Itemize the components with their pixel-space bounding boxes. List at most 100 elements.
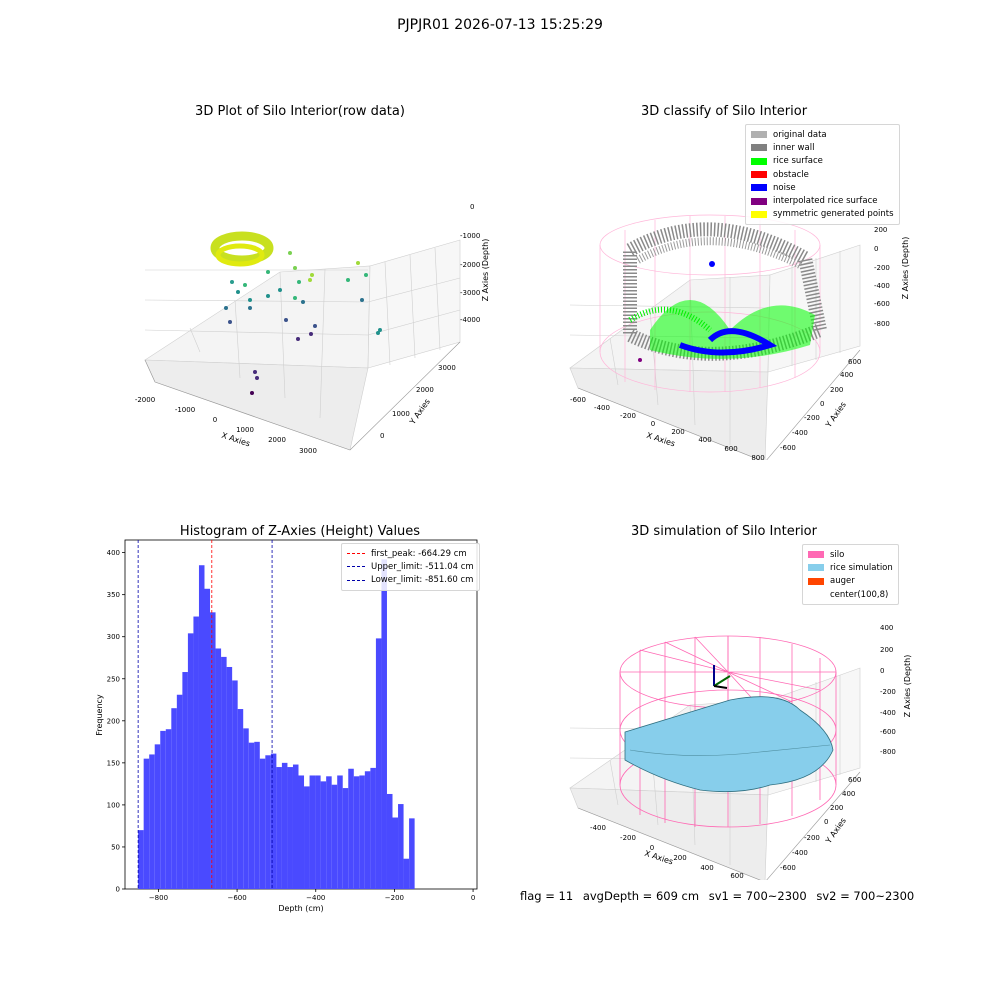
raw-point [224,306,228,310]
histogram-bar [276,767,282,889]
raw-point [278,288,282,292]
histogram-bar [370,767,376,889]
simulation-legend: silo rice simulation auger center(100,8) [802,544,899,606]
raw-3d-box [144,239,461,451]
flag-value: flag = 11 [520,889,574,903]
histogram-bar [221,656,227,889]
raw-point [243,283,247,287]
simulation-ytick: -600 [780,864,796,872]
simulation-ytick: -400 [792,849,808,857]
classify-ytick: -200 [804,414,820,422]
histogram-bar [326,776,332,889]
classify-interp-point [638,358,642,362]
raw-point [301,300,305,304]
histogram-bar [392,817,399,889]
histogram-bar [320,781,327,889]
raw-3d-plot: -2000 -1000 0 1000 2000 3000 X Axies 0 1… [135,203,490,455]
histogram-bar [226,666,233,889]
raw-3d-points [210,231,382,395]
classify-ztick: 200 [874,226,887,234]
histogram-bar [364,771,371,889]
raw-ztick: -4000 [460,316,480,324]
legend-label: first_peak: -664.29 cm [371,548,467,559]
histogram-ytick-label: 250 [107,675,120,683]
histogram-xtick-label: −800 [149,894,168,902]
histogram-xtick-label: −600 [227,894,246,902]
classify-plot-title: 3D classify of Silo Interior [640,104,808,119]
legend-label: center(100,8) [830,589,889,600]
classify-ztick: -800 [874,320,890,328]
raw-point [364,273,368,277]
legend-patch [751,171,767,179]
legend-label: auger [830,576,855,587]
raw-point [253,370,257,374]
classify-legend-item: noise [751,181,894,194]
simulation-zlabel: Z Axies (Depth) [903,655,912,718]
raw-point [297,280,301,284]
raw-xtick: 3000 [299,447,317,455]
histogram-xlabel: Depth (cm) [278,904,323,913]
histogram-bars [138,559,415,889]
raw-point [230,280,234,284]
raw-ytick: 0 [380,432,384,440]
raw-z-ticks: 0 -1000 -2000 -3000 -4000 [460,203,480,324]
histogram-bar [309,775,316,889]
histogram-bar [182,672,188,889]
classify-legend-item: obstacle [751,168,894,181]
raw-ytick: 3000 [438,364,456,372]
simulation-ztick: -400 [880,709,896,717]
classify-ztick: 0 [874,245,878,253]
raw-point [313,324,317,328]
legend-patch [751,197,767,205]
legend-label: symmetric generated points [773,209,894,220]
raw-point [228,320,232,324]
legend-label: interpolated rice surface [773,196,878,207]
classify-z-ticks: 200 0 -200 -400 -600 -800 [874,226,890,328]
histogram-vlines [137,540,273,889]
simulation-plot-title: 3D simulation of Silo Interior [631,524,817,539]
raw-xtick: -2000 [135,396,155,404]
legend-line [347,579,365,581]
legend-patch [808,591,824,599]
histogram-ytick-label: 0 [116,886,120,894]
raw-point [266,270,270,274]
histogram-bar [337,775,343,889]
simulation-ztick: 200 [880,646,893,654]
classify-ztick: -600 [874,300,890,308]
simulation-ytick: -200 [804,834,820,842]
raw-ztick: -3000 [460,289,480,297]
histogram-ytick-label: 400 [107,549,120,557]
raw-point [376,331,380,335]
raw-xtick: 2000 [268,436,286,444]
simulation-ytick: 200 [830,804,843,812]
histogram-xtick-label: −200 [385,894,404,902]
raw-xtick: 1000 [236,426,254,434]
classify-y-ticks: -600 -400 -200 0 200 400 600 [780,358,861,452]
histogram-bar [237,709,244,889]
raw-point [236,290,240,294]
histogram-legend-item: first_peak: -664.29 cm [347,547,474,560]
simulation-legend-item: auger [808,575,893,588]
classify-legend-item: interpolated rice surface [751,194,894,207]
legend-patch [751,210,767,218]
histogram-ytick-label: 100 [107,801,120,809]
raw-point [288,251,292,255]
histogram-bar [138,830,144,889]
raw-point [346,278,350,282]
classify-noise [638,261,778,362]
histogram-bar [375,638,382,889]
classify-ytick: 0 [820,400,824,408]
raw-point [255,376,259,380]
simulation-xtick: 400 [700,864,713,872]
histogram-legend-item: Lower_limit: -851.60 cm [347,574,474,587]
histogram-bar [331,784,338,889]
classify-ytick: -400 [792,429,808,437]
status-line: flag = 11 avgDepth = 609 cm sv1 = 700~23… [520,889,920,903]
raw-ytick: 1000 [392,410,410,418]
histogram-x-ticks: −800 −600 −400 −200 0 [149,889,475,902]
histogram-bar [232,680,238,889]
legend-patch [751,144,767,152]
simulation-xtick: 0 [650,844,654,852]
raw-zlabel: Z Axies (Depth) [481,239,490,302]
histogram-ytick-label: 350 [107,591,120,599]
